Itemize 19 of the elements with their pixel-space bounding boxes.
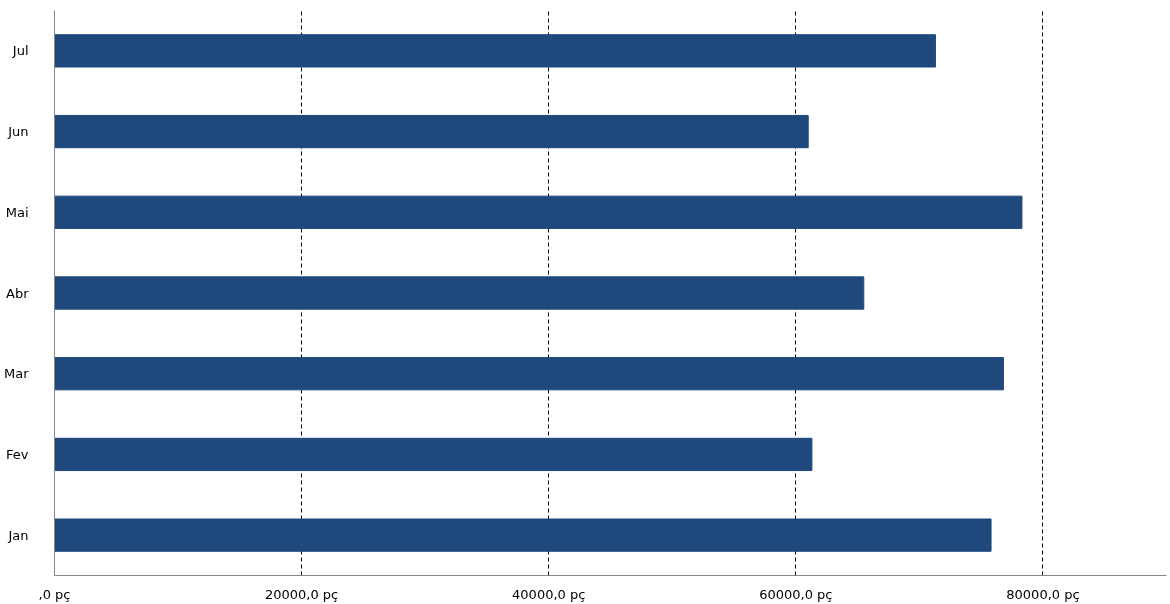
y-tick-label: Abr xyxy=(6,285,30,301)
bar xyxy=(54,195,1023,229)
x-tick-label: 20000,0 pç xyxy=(264,586,339,602)
y-tick-label: Jun xyxy=(7,124,29,140)
bar xyxy=(54,518,992,552)
bar xyxy=(54,357,1004,391)
bar xyxy=(54,114,809,149)
y-tick-label: Jul xyxy=(11,43,29,59)
x-tick-label: 60000,0 pç xyxy=(759,586,833,602)
x-tick-label: 40000,0 pç xyxy=(512,586,586,602)
y-tick-label: Fev xyxy=(6,446,29,462)
bar xyxy=(54,276,865,310)
y-tick-label: Mai xyxy=(5,204,29,220)
bar xyxy=(54,34,936,68)
x-tick-label: 80000,0 pç xyxy=(1006,586,1080,602)
y-tick-label: Jan xyxy=(7,527,29,543)
bar xyxy=(54,437,813,472)
y-tick-label: Mar xyxy=(3,366,30,382)
x-tick-label: ,0 pç xyxy=(38,586,71,602)
